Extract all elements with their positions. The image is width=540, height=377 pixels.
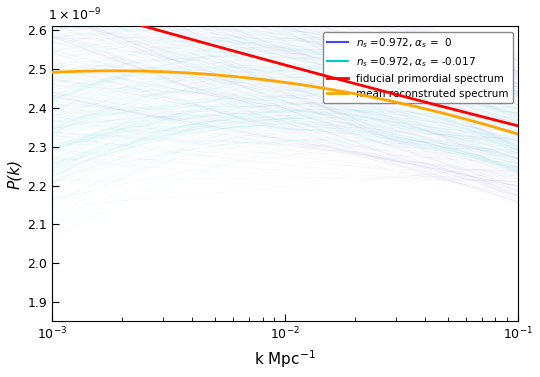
Text: $1\times10^{-9}$: $1\times10^{-9}$ bbox=[48, 7, 101, 23]
X-axis label: k Mpc$^{-1}$: k Mpc$^{-1}$ bbox=[254, 348, 316, 370]
Y-axis label: P(k): P(k) bbox=[7, 159, 22, 189]
Legend: $n_s$ =0.972, $\alpha_s$ =  0, $n_s$ =0.972, $\alpha_s$ = -0.017, fiducial primo: $n_s$ =0.972, $\alpha_s$ = 0, $n_s$ =0.9… bbox=[323, 32, 513, 103]
